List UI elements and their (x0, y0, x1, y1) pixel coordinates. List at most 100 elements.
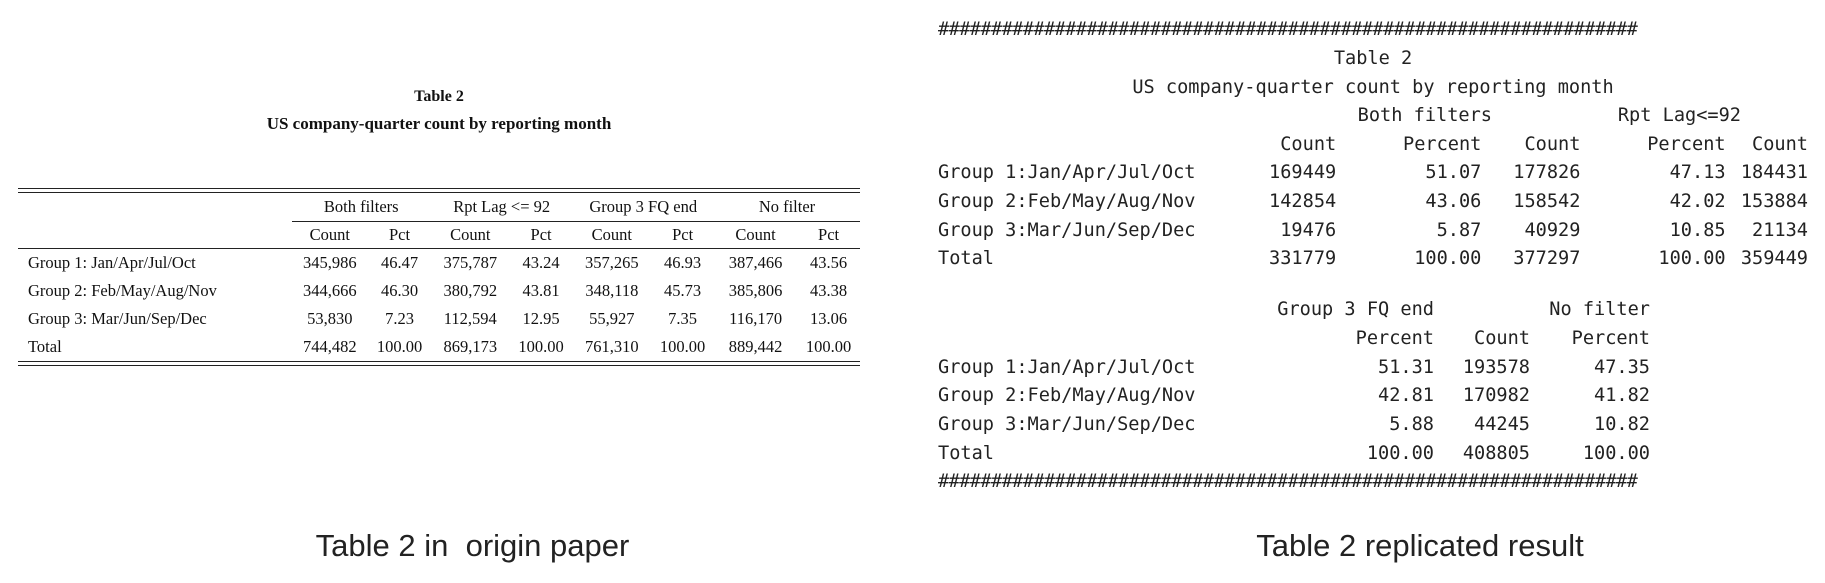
paper-table-bottom-rule (18, 365, 860, 366)
console-spacer (938, 274, 1808, 296)
paper-subheader: Count (714, 221, 798, 249)
paper-subheader: Count (430, 221, 510, 249)
console-cell: 359449 (1740, 248, 1808, 270)
paper-cell: 380,792 (443, 281, 498, 300)
console-row-label: Group 1:Jan/Apr/Jul/Oct (938, 356, 1196, 378)
paper-table-title: Table 2 (414, 88, 464, 105)
paper-cell: 13.06 (810, 309, 848, 328)
console-cell: 331779 (1269, 248, 1337, 270)
paper-row-label: Total (28, 337, 62, 356)
console-blank (938, 296, 1246, 325)
paper-cell: 375,787 (443, 253, 498, 272)
console-cell: 100.00 (1414, 248, 1482, 270)
right-caption: Table 2 replicated result (1256, 528, 1584, 563)
console-col-header: Count (1474, 327, 1530, 349)
console-cell: 43.06 (1425, 191, 1482, 213)
console-cell: 42.81 (1378, 385, 1434, 407)
console-cell: 10.82 (1594, 413, 1650, 435)
console-col-header: Percent (1647, 133, 1726, 155)
console-row-label: Group 3:Mar/Jun/Sep/Dec (938, 413, 1196, 435)
console-col-header: Percent (1571, 327, 1650, 349)
console-table-subtitle: US company-quarter count by reporting mo… (1132, 77, 1614, 98)
console-table-row: Group 1:Jan/Apr/Jul/Oct 169449 51.07 177… (938, 159, 1808, 188)
paper-cell: 889,442 (728, 337, 783, 356)
paper-cell: 869,173 (443, 337, 498, 356)
console-col-header: Percent (1403, 133, 1482, 155)
paper-group-header-row: Both filters Rpt Lag <= 92 Group 3 FQ en… (18, 193, 860, 222)
paper-row-label: Group 3: Mar/Jun/Sep/Dec (28, 309, 207, 328)
console-table-row: Group 3:Mar/Jun/Sep/Dec 19476 5.87 40929… (938, 217, 1808, 246)
console-table-row: Total 331779 100.00 377297 100.00 359449 (938, 245, 1808, 274)
paper-table-top-rule: Both filters Rpt Lag <= 92 Group 3 FQ en… (18, 188, 860, 366)
paper-table-row: Total 744,482 100.00 869,173 100.00 761,… (18, 333, 860, 361)
console-cell: 142854 (1269, 191, 1337, 213)
console-row-label: Group 1:Jan/Apr/Jul/Oct (938, 162, 1196, 184)
paper-row-label: Group 2: Feb/May/Aug/Nov (28, 281, 217, 300)
paper-cell: 43.24 (522, 253, 560, 272)
console-group-header-row: Group 3 FQ end No filter (938, 296, 1808, 325)
console-hash-divider: ########################################… (938, 19, 1638, 40)
console-cell: 41.82 (1594, 385, 1650, 407)
console-cell: 10.85 (1669, 219, 1726, 241)
paper-subheader: Pct (509, 221, 573, 249)
console-cell: 158542 (1513, 191, 1581, 213)
console-hash-divider: ########################################… (938, 471, 1638, 493)
console-row-label: Total (938, 248, 994, 270)
console-cell: 51.31 (1378, 356, 1434, 378)
console-cell: 51.07 (1425, 162, 1482, 184)
paper-cell: 43.38 (810, 281, 848, 300)
console-row-label: Total (938, 442, 994, 464)
console-cell: 100.00 (1658, 248, 1726, 270)
paper-cell: 43.56 (810, 253, 848, 272)
paper-table-panel: Table 2 US company-quarter count by repo… (18, 84, 860, 366)
console-row-label: Group 2:Feb/May/Aug/Nov (938, 385, 1196, 407)
paper-cell: 100.00 (659, 337, 706, 356)
console-table-row: Group 2:Feb/May/Aug/Nov 42.81 170982 41.… (938, 382, 1808, 411)
console-col-header-row: Percent Count Percent (938, 325, 1808, 354)
paper-cell: 12.95 (522, 309, 560, 328)
paper-cell: 46.30 (380, 281, 419, 300)
console-cell: 177826 (1513, 162, 1581, 184)
paper-table-row: Group 3: Mar/Jun/Sep/Dec 53,830 7.23 112… (18, 305, 860, 333)
console-row-label: Group 3:Mar/Jun/Sep/Dec (938, 219, 1196, 241)
console-cell: 44245 (1474, 413, 1530, 435)
console-cell: 5.88 (1389, 413, 1434, 435)
console-cell: 40929 (1524, 219, 1581, 241)
console-group-header: No filter (1549, 299, 1650, 321)
console-col-header: Percent (1355, 327, 1434, 349)
paper-group-header: No filter (714, 193, 860, 222)
paper-cell: 345,986 (303, 253, 357, 272)
console-cell: 42.02 (1669, 191, 1726, 213)
paper-subheader-row: Count Pct Count Pct Count Pct Count Pct (18, 221, 860, 249)
console-group-header: Rpt Lag<=92 (1617, 105, 1741, 126)
paper-subheader: Pct (651, 221, 714, 249)
console-cell: 19476 (1280, 219, 1337, 241)
paper-cell: 53,830 (307, 309, 353, 328)
paper-cell: 55,927 (589, 309, 635, 328)
console-group-header: Both filters (1357, 105, 1492, 126)
paper-cell: 100.00 (518, 337, 564, 356)
console-table-row: Group 1:Jan/Apr/Jul/Oct 51.31 193578 47.… (938, 354, 1808, 383)
console-table-title: Table 2 (1333, 48, 1413, 69)
console-row-label: Group 2:Feb/May/Aug/Nov (938, 191, 1196, 213)
paper-cell: 761,310 (585, 337, 639, 356)
paper-cell: 43.81 (522, 281, 560, 300)
paper-group-header: Both filters (291, 193, 431, 222)
console-cell: 5.87 (1436, 219, 1482, 241)
paper-table-subtitle: US company-quarter count by reporting mo… (266, 114, 612, 133)
console-cell: 170982 (1462, 385, 1530, 407)
paper-subheader: Pct (797, 221, 860, 249)
console-blank (938, 102, 1246, 131)
console-blank (938, 325, 1246, 354)
left-caption: Table 2 in origin paper (315, 528, 630, 563)
console-table-row: Group 3:Mar/Jun/Sep/Dec 5.88 44245 10.82 (938, 411, 1808, 440)
console-table-row: Group 2:Feb/May/Aug/Nov 142854 43.06 158… (938, 188, 1808, 217)
paper-cell: 46.93 (664, 253, 702, 272)
paper-cell: 100.00 (805, 337, 852, 356)
paper-cell: 744,482 (303, 337, 357, 356)
paper-cell: 348,118 (585, 281, 639, 300)
console-cell: 184431 (1740, 162, 1808, 184)
paper-table-row: Group 1: Jan/Apr/Jul/Oct 345,986 46.47 3… (18, 249, 860, 278)
console-cell: 408805 (1462, 442, 1530, 464)
paper-cell: 45.73 (664, 281, 702, 300)
